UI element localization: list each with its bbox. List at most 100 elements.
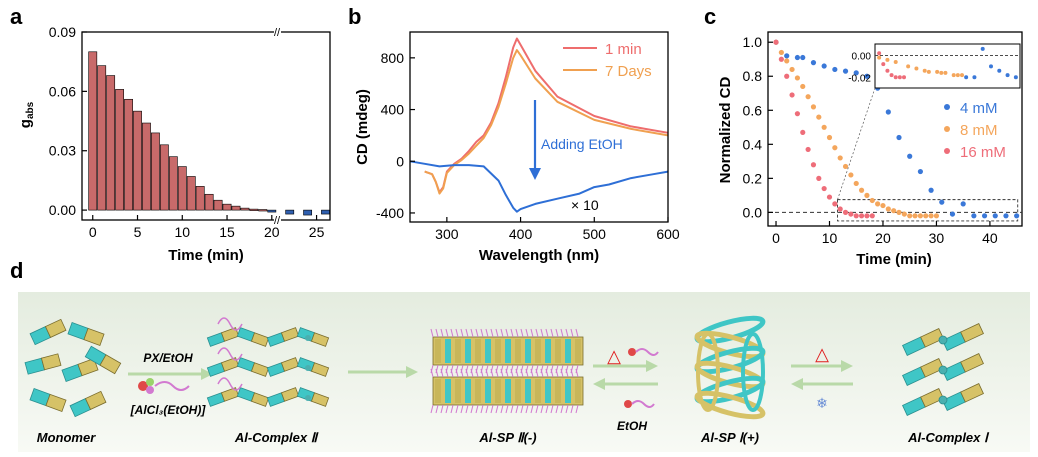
data-point [778, 49, 784, 56]
data-point [864, 213, 870, 219]
data-point [853, 180, 859, 187]
molecule-block [67, 322, 105, 346]
y-tick-label: 0.03 [49, 143, 76, 159]
inset-data-point [939, 70, 944, 75]
data-point [880, 202, 886, 209]
x-tick-label: 10 [174, 224, 190, 240]
bar [159, 144, 169, 211]
inset-y-tick-label: 0.00 [852, 51, 872, 62]
inset-data-point [877, 55, 882, 60]
chart-b-cd-spectra: -400 0 400 800 300 400 500 600 CD (mdeg) Wavele… [354, 31, 680, 264]
data-point [832, 145, 838, 151]
data-point [784, 53, 790, 59]
chart-a-gabs-vs-time: 0.00 0.03 0.06 0.09 0 5 10 15 20 25 // // gabs Time… [17, 24, 331, 264]
data-point [853, 213, 859, 219]
molecule-block [266, 357, 300, 377]
data-point [885, 206, 891, 212]
y-tick-label: -400 [376, 205, 404, 221]
label-al-sp-1: Al-SP Ⅰ(+) [700, 430, 759, 445]
x-tick-label: 30 [929, 230, 945, 246]
chart-c-normalized-cd: 0.0 0.2 0.4 0.6 0.8 1.0 0 10 20 30 40 Normalized C… [717, 31, 1023, 268]
arrow-complex2-to-sp2 [348, 366, 418, 378]
data-point [1014, 213, 1020, 219]
scheme-background [18, 292, 1030, 452]
al-sp-2-illustration [430, 328, 584, 414]
inset-data-point [893, 75, 898, 80]
data-point [933, 213, 940, 219]
y-tick-label: 0.09 [49, 24, 76, 40]
plot-frame [767, 31, 1023, 227]
data-point [826, 134, 833, 141]
bar [213, 199, 223, 211]
data-point [794, 75, 801, 81]
x-axis-label: Wavelength (nm) [479, 247, 599, 264]
panel-label-d: d [10, 258, 24, 283]
legend-label: 4 mM [960, 100, 998, 117]
data-point [805, 94, 811, 100]
inset-data-point [885, 68, 890, 73]
inset-data-point [881, 62, 886, 67]
data-point [826, 194, 833, 200]
data-point [858, 213, 865, 219]
data-point [971, 213, 977, 219]
data-point [842, 209, 849, 215]
axis-break-mark: // [274, 215, 281, 227]
inset-data-point [964, 75, 969, 80]
inset-y-tick-label: -0.02 [848, 73, 871, 84]
bar [177, 166, 187, 211]
x-tick-label: 20 [264, 224, 280, 240]
data-point [848, 211, 854, 217]
arrow-monomer-to-complex2 [128, 368, 213, 380]
data-point [789, 92, 795, 98]
bar [303, 209, 313, 216]
bar [321, 209, 330, 215]
molecule-block [84, 345, 122, 375]
legend-marker [944, 126, 950, 132]
bar [267, 209, 277, 213]
molecule-block [942, 323, 984, 351]
data-point [821, 124, 827, 130]
inset-data-point [943, 70, 948, 75]
y-axis-label: CD (mdeg) [354, 89, 371, 165]
y-tick-label: 0.00 [49, 202, 76, 218]
bar [285, 209, 295, 215]
molecule-icon [138, 378, 190, 394]
reagent-px-etoh: PX/EtOH [143, 351, 193, 365]
data-point [800, 129, 806, 136]
data-point [848, 172, 854, 178]
y-axis-label: gabs [17, 101, 36, 128]
bar [258, 209, 268, 212]
bar [195, 186, 205, 211]
data-point [805, 146, 811, 153]
legend-label: 8 mM [960, 122, 998, 139]
x-tick-label: 300 [435, 226, 459, 242]
annotation-adding-etoh: Adding EtOH [541, 136, 623, 152]
x-tick-label: 0 [772, 230, 780, 246]
bar [97, 65, 107, 211]
data-point [821, 63, 827, 69]
x-tick-label: 20 [875, 230, 891, 246]
bar [151, 132, 160, 211]
bar [115, 89, 125, 211]
y-tick-label: 400 [381, 102, 405, 118]
inset-data-point [960, 73, 964, 78]
molecule-block [902, 358, 944, 386]
bar [249, 208, 259, 211]
inset-data-point [914, 66, 919, 71]
inset-data-point [951, 73, 956, 78]
data-point [869, 213, 875, 219]
molecule-block [902, 388, 944, 416]
y-tick-label: 0.0 [743, 204, 763, 220]
data-point [837, 206, 843, 212]
data-point [821, 185, 827, 192]
molecule-block [902, 328, 944, 356]
data-point [784, 73, 790, 79]
x-tick-label: 10 [822, 230, 838, 246]
inset-data-point [926, 69, 931, 74]
inset-data-point [980, 46, 985, 51]
data-point [800, 83, 806, 90]
data-point [842, 163, 849, 170]
data-point [810, 60, 817, 66]
data-point [832, 66, 838, 73]
series-line [424, 37, 669, 194]
